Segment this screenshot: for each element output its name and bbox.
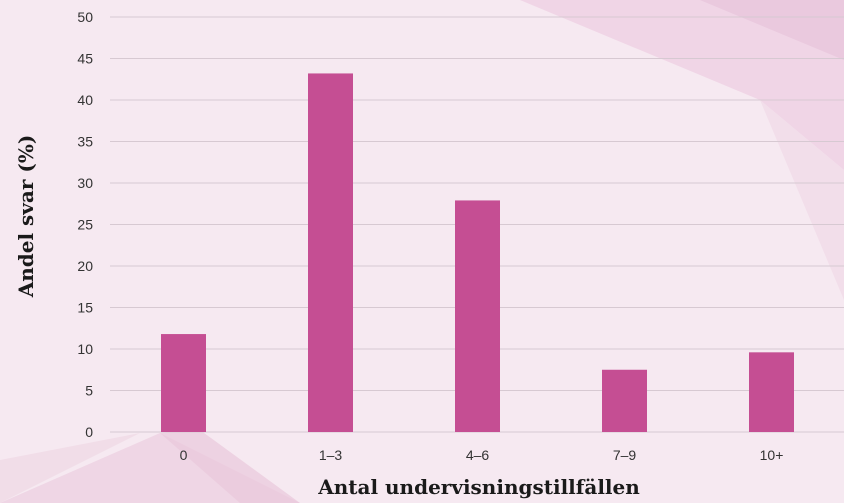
x-tick-label: 0 xyxy=(180,447,188,463)
bar-4 xyxy=(749,352,794,432)
bar-3 xyxy=(602,369,647,432)
y-tick-label: 30 xyxy=(77,175,93,191)
y-tick-label: 15 xyxy=(77,300,93,316)
bar-1 xyxy=(308,73,353,432)
x-axis-title: Antal undervisningstillfällen xyxy=(317,475,640,499)
y-tick-label: 50 xyxy=(77,9,93,25)
y-tick-label: 10 xyxy=(77,341,93,357)
x-tick-labels: 0 1–3 4–6 7–9 10+ xyxy=(180,447,784,463)
y-tick-label: 0 xyxy=(85,424,93,440)
bars xyxy=(161,73,794,432)
y-tick-label: 35 xyxy=(77,134,93,150)
y-axis-title: Andel svar (%) xyxy=(14,135,38,299)
x-tick-label: 1–3 xyxy=(319,447,343,463)
y-tick-label: 40 xyxy=(77,92,93,108)
x-tick-label: 10+ xyxy=(760,447,784,463)
y-tick-label: 20 xyxy=(77,258,93,274)
y-tick-labels: 0 5 10 15 20 25 30 35 40 45 50 xyxy=(77,9,93,440)
y-tick-label: 25 xyxy=(77,217,93,233)
bar-0 xyxy=(161,334,206,432)
bar-2 xyxy=(455,200,500,432)
y-tick-label: 45 xyxy=(77,51,93,67)
x-tick-label: 7–9 xyxy=(613,447,637,463)
y-tick-label: 5 xyxy=(85,383,93,399)
x-tick-label: 4–6 xyxy=(466,447,490,463)
